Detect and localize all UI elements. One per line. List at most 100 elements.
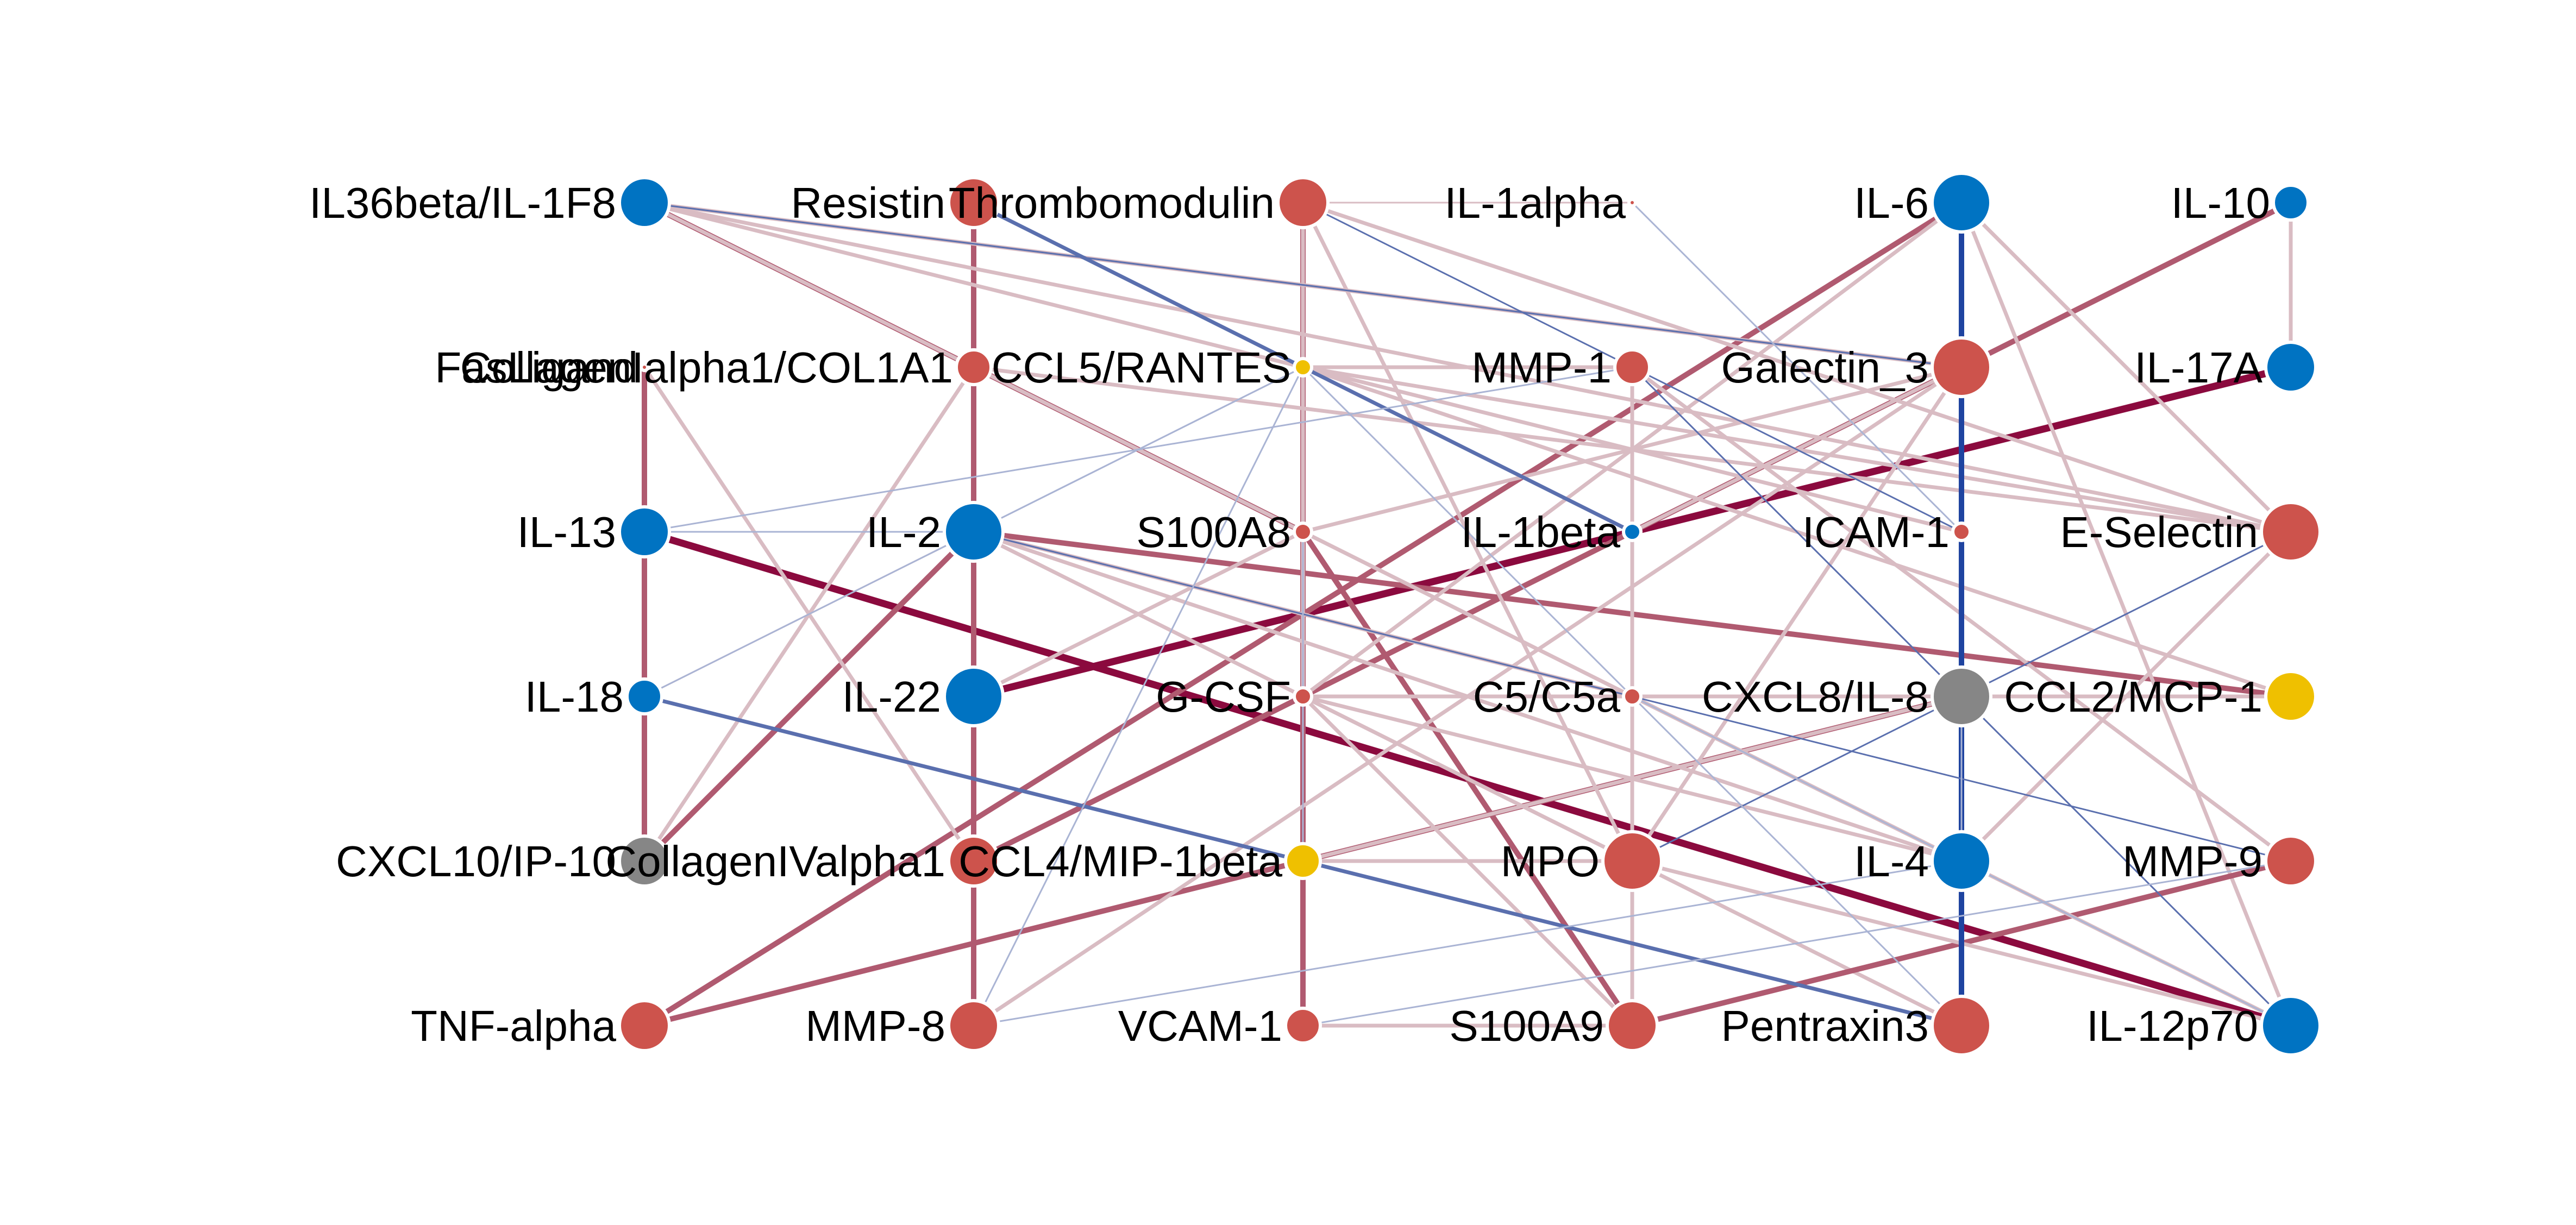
edge-mpo-to-galectin-3 (1630, 365, 1964, 863)
node-circle-collagenivalpha1 (947, 834, 1000, 888)
node-circle-icam-1 (1951, 522, 1972, 542)
node-circle-resistin (947, 176, 1000, 229)
edge-il36beta-il-1f8-to-galectin-3 (643, 202, 1963, 368)
node-circle-il-6 (1931, 172, 1992, 234)
node-circle-il-12p70 (2260, 995, 2322, 1057)
node-label-vcam-1: VCAM-1 (1118, 1002, 1282, 1050)
node-label-mpo: MPO (1501, 837, 1600, 885)
node-circle-c5-c5a (1622, 686, 1643, 707)
node-circle-il-22 (943, 665, 1005, 727)
node-il-6: IL-6 (1854, 172, 1992, 234)
node-il-1alpha: IL-1alpha (1444, 179, 1637, 227)
node-circle-cxcl8-il-8 (1931, 665, 1992, 727)
node-circle-galectin-3 (1931, 336, 1992, 398)
node-label-mmp-8: MMP-8 (805, 1002, 945, 1050)
node-label-il-13: IL-13 (517, 508, 616, 556)
node-label-s100a9: S100A9 (1449, 1002, 1604, 1050)
node-mpo: MPO (1501, 830, 1663, 892)
node-il-13: IL-13 (517, 505, 671, 558)
node-label-mmp-9: MMP-9 (2122, 837, 2262, 885)
node-label-il-10: IL-10 (2171, 179, 2270, 227)
node-label-il-17a: IL-17A (2134, 343, 2262, 392)
edges-layer (641, 200, 2295, 1029)
node-circle-s100a9 (1606, 999, 1659, 1052)
node-g-csf: G-CSF (1156, 673, 1313, 721)
node-circle-s100a8 (1293, 522, 1313, 542)
node-collagenialpha1-col1a1: CollagenIalpha1/COL1A1 (460, 343, 993, 392)
edge-mmp-8-to-il-4 (973, 860, 1963, 1027)
node-vcam-1: VCAM-1 (1118, 1002, 1322, 1050)
node-il-2: IL-2 (866, 501, 1005, 563)
node-circle-ccl4-mip-1beta (1284, 842, 1322, 880)
node-il-10: IL-10 (2171, 179, 2310, 227)
node-icam-1: ICAM-1 (1802, 508, 1972, 556)
nodes-layer: IL36beta/IL-1F8 FasLigand IL-13 IL-18 CXCL10… (309, 172, 2322, 1057)
node-label-cxcl10-ip-10: CXCL10/IP-10 (336, 837, 616, 885)
node-fasligand: FasLigand (435, 343, 649, 392)
node-label-c5-c5a: C5/C5a (1473, 673, 1621, 721)
node-mmp-8: MMP-8 (805, 999, 1000, 1052)
node-label-fasligand: FasLigand (435, 343, 638, 392)
node-il-1beta: IL-1beta (1461, 508, 1643, 556)
node-label-collagenivalpha1: CollagenIValpha1 (605, 837, 945, 885)
node-il-17a: IL-17A (2134, 341, 2317, 394)
edge-il-6-to-e-selectin (1959, 200, 2293, 534)
node-label-e-selectin: E-Selectin (2060, 508, 2258, 556)
node-label-il-1alpha: IL-1alpha (1444, 179, 1626, 227)
node-c5-c5a: C5/C5a (1473, 673, 1643, 721)
node-label-cxcl8-il-8: CXCL8/IL-8 (1702, 673, 1929, 721)
node-circle-tnf-alpha (618, 999, 671, 1052)
node-pentraxin3: Pentraxin3 (1721, 995, 1992, 1057)
node-label-g-csf: G-CSF (1156, 673, 1291, 721)
node-ccl2-mcp-1: CCL2/MCP-1 (2004, 670, 2317, 723)
node-label-s100a8: S100A8 (1136, 508, 1291, 556)
node-s100a9: S100A9 (1449, 999, 1659, 1052)
node-ccl5-rantes: CCL5/RANTES (992, 343, 1313, 392)
node-label-ccl2-mcp-1: CCL2/MCP-1 (2004, 673, 2262, 721)
node-cxcl8-il-8: CXCL8/IL-8 (1702, 665, 1992, 727)
node-label-pentraxin3: Pentraxin3 (1721, 1002, 1929, 1050)
node-label-il-12p70: IL-12p70 (2086, 1002, 2258, 1050)
node-circle-il-18 (625, 677, 663, 715)
node-cxcl10-ip-10: CXCL10/IP-10 (336, 834, 671, 888)
node-label-il-18: IL-18 (525, 673, 624, 721)
node-label-ccl4-mip-1beta: CCL4/MIP-1beta (958, 837, 1282, 885)
node-circle-mmp-9 (2264, 834, 2317, 888)
node-il-22: IL-22 (842, 665, 1005, 727)
node-thrombomodulin: Thrombomodulin (949, 176, 1330, 229)
node-s100a8: S100A8 (1136, 508, 1313, 556)
node-label-il-4: IL-4 (1854, 837, 1929, 885)
node-label-tnf-alpha: TNF-alpha (411, 1002, 616, 1050)
edge-s100a8-to-il-22 (972, 530, 1305, 699)
node-circle-il36beta-il-1f8 (618, 176, 671, 229)
edge-cxcl10-ip-10-to-il-2 (642, 529, 976, 864)
node-circle-fasligand (640, 362, 649, 372)
node-circle-il-10 (2272, 184, 2310, 222)
edge-ccl5-rantes-to-mmp-8 (973, 366, 1304, 1027)
edge-vcam-1-to-mmp-9 (1302, 860, 2292, 1027)
node-circle-il-1beta (1622, 522, 1643, 542)
node-il-18: IL-18 (525, 673, 663, 721)
edge-mmp-8-to-galectin-3 (972, 365, 1964, 1028)
edge-galectin-3-to-il-10 (1959, 200, 2293, 370)
node-label-il-2: IL-2 (866, 508, 941, 556)
node-label-collagenialpha1-col1a1: CollagenIalpha1/COL1A1 (460, 343, 953, 392)
node-circle-collagenialpha1-col1a1 (955, 348, 993, 386)
node-il-4: IL-4 (1854, 830, 1992, 892)
node-il-12p70: IL-12p70 (2086, 995, 2322, 1057)
edge-il-4-to-e-selectin (1959, 530, 2293, 863)
node-circle-vcam-1 (1284, 1007, 1322, 1045)
node-collagenivalpha1: CollagenIValpha1 (605, 834, 1000, 888)
node-circle-mmp-1 (1613, 348, 1651, 386)
node-circle-g-csf (1293, 686, 1313, 707)
node-circle-il-2 (943, 501, 1005, 563)
edge-mmp-1-to-il-13 (643, 366, 1633, 533)
node-tnf-alpha: TNF-alpha (411, 999, 671, 1052)
node-galectin-3: Galectin_3 (1721, 336, 1992, 398)
node-circle-mpo (1601, 830, 1663, 892)
node-label-ccl5-rantes: CCL5/RANTES (992, 343, 1291, 392)
node-resistin: Resistin (791, 176, 1000, 229)
node-label-galectin-3: Galectin_3 (1721, 343, 1929, 392)
node-circle-il-17a (2264, 341, 2317, 394)
node-ccl4-mip-1beta: CCL4/MIP-1beta (958, 837, 1322, 885)
